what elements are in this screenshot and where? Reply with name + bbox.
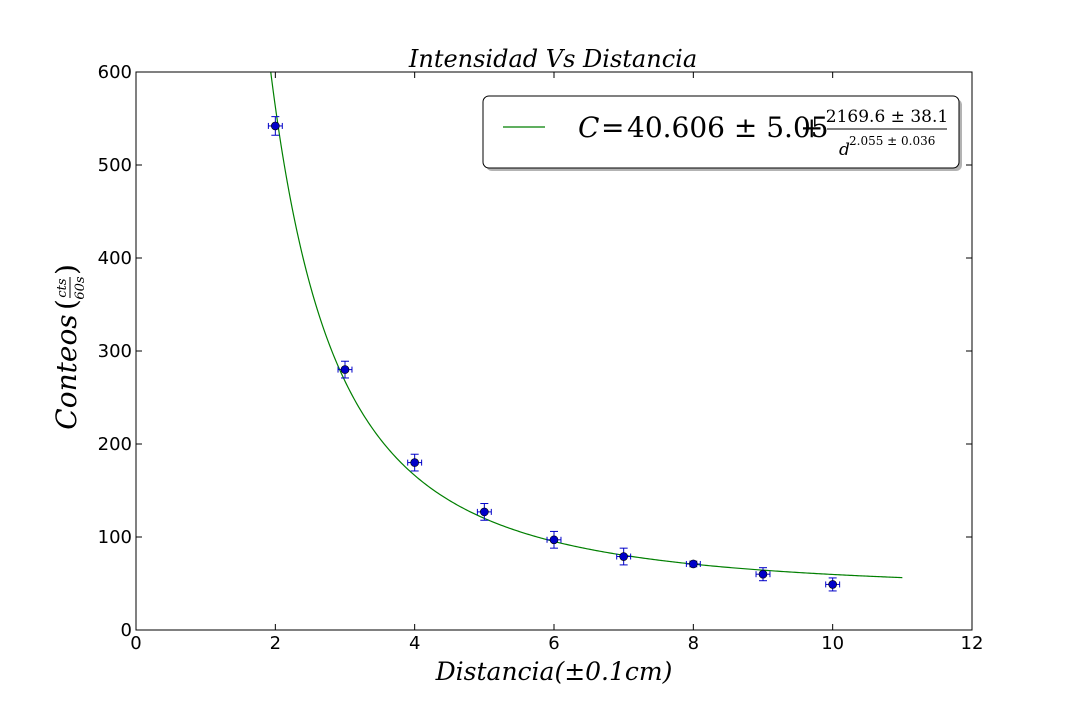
data-point <box>546 530 562 549</box>
data-marker <box>410 458 419 467</box>
legend-denominator-base: d <box>839 140 850 160</box>
legend-plus: + <box>800 111 823 144</box>
x-tick-label: 12 <box>961 633 984 654</box>
y-axis-unit-denominator: 60s <box>73 276 88 300</box>
data-marker <box>549 535 559 545</box>
chart-title: Intensidad Vs Distancia <box>408 45 697 73</box>
y-tick-label: 600 <box>98 62 132 83</box>
y-tick-label: 300 <box>98 341 132 362</box>
data-marker <box>271 121 280 131</box>
legend-exponent: 2.055 ± 0.036 <box>849 134 935 148</box>
data-point <box>337 360 353 379</box>
data-point <box>407 453 423 472</box>
y-axis-label-base: Conteos <box>50 314 83 429</box>
data-point <box>685 559 701 569</box>
y-tick-labels: 0 100 200 300 400 500 600 <box>98 62 132 641</box>
y-tick-label: 200 <box>98 434 132 455</box>
data-marker <box>619 552 628 561</box>
legend-constant: 40.606 ± 5.05 <box>627 111 829 144</box>
legend: C = 40.606 ± 5.05 + 2169.6 ± 38.1 d 2.05… <box>482 95 962 171</box>
x-tick-label: 2 <box>270 633 281 654</box>
data-marker <box>758 569 768 579</box>
x-tick-labels: 0 2 4 6 8 10 12 <box>130 633 983 654</box>
x-tick-label: 6 <box>548 633 559 654</box>
plot-frame <box>135 71 973 631</box>
y-axis-label: Conteos ( cts 60s ) <box>50 264 88 430</box>
y-tick-label: 500 <box>98 155 132 176</box>
data-point <box>755 567 771 582</box>
legend-box <box>482 95 960 169</box>
data-point <box>616 547 632 566</box>
y-tick-label: 0 <box>121 620 132 641</box>
y-axis-label-close-paren: ) <box>50 264 83 275</box>
data-marker <box>480 507 489 517</box>
data-marker <box>340 365 350 374</box>
fit-curve <box>270 72 903 579</box>
y-tick-label: 100 <box>98 527 132 548</box>
x-axis-label: Distancia(±0.1cm) <box>435 657 673 686</box>
legend-lhs: C <box>578 111 599 144</box>
data-marker <box>689 559 698 569</box>
x-tick-label: 0 <box>130 633 141 654</box>
y-axis-unit-numerator: cts <box>55 278 70 298</box>
data-point <box>267 116 283 136</box>
data-marker <box>828 580 837 589</box>
data-point <box>476 503 492 521</box>
y-axis-label-open-paren: ( <box>50 299 83 310</box>
y-tick-label: 400 <box>98 248 132 269</box>
plot-layer <box>267 72 903 592</box>
legend-numerator: 2169.6 ± 38.1 <box>826 107 948 127</box>
legend-equals: = <box>601 111 624 144</box>
data-point <box>825 577 841 592</box>
x-tick-label: 8 <box>688 633 699 654</box>
x-tick-label: 10 <box>821 633 844 654</box>
x-tick-label: 4 <box>409 633 420 654</box>
